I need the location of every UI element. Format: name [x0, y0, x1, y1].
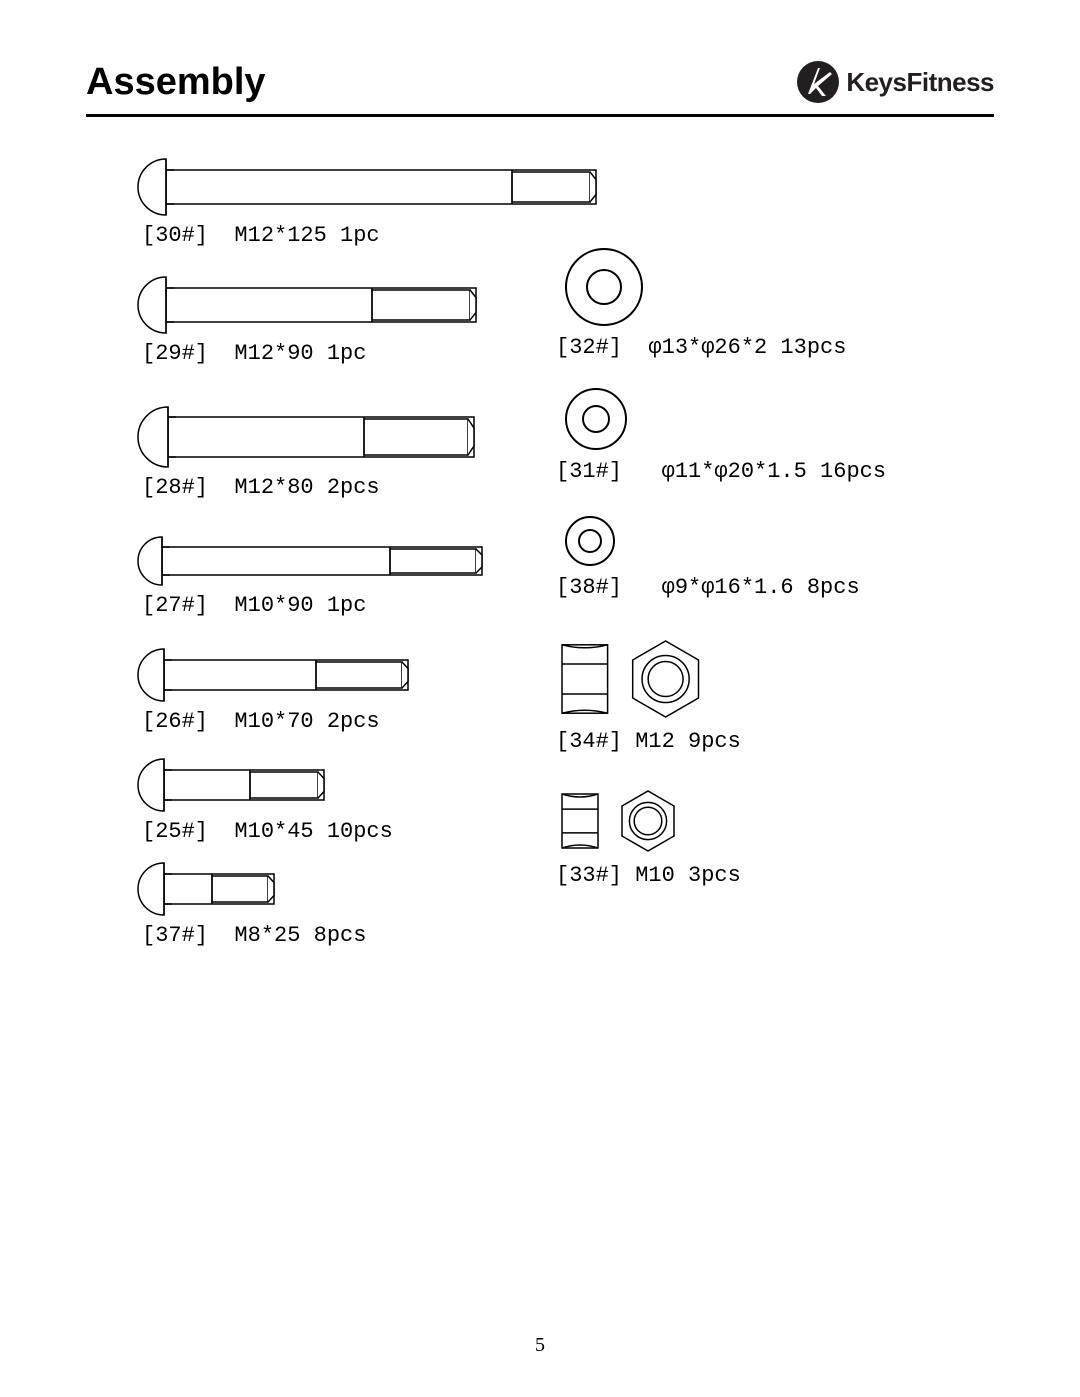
bolt-28: [28#] M12*80 2pcs — [136, 405, 476, 500]
parts-list: [30#] M12*125 1pc [29#] M12*90 1pc — [86, 157, 994, 1257]
nut-icon — [558, 637, 741, 721]
bolt-label: [28#] M12*80 2pcs — [142, 475, 476, 500]
hardware-label: [31#] φ11*φ20*1.5 16pcs — [556, 459, 886, 484]
page-number: 5 — [0, 1334, 1080, 1357]
bolt-label: [30#] M12*125 1pc — [142, 223, 598, 248]
bolt-label: [27#] M10*90 1pc — [142, 593, 484, 618]
washer-31: [31#] φ11*φ20*1.5 16pcs — [556, 387, 886, 484]
washer-38: [38#] φ9*φ16*1.6 8pcs — [556, 515, 860, 600]
bolt-26: [26#] M10*70 2pcs — [136, 647, 410, 734]
hardware-label: [32#] φ13*φ26*2 13pcs — [556, 335, 846, 360]
header: Assembly KeysFitness — [86, 60, 994, 104]
page-title: Assembly — [86, 61, 266, 104]
washer-icon — [564, 387, 886, 451]
nut-icon — [558, 787, 741, 855]
bolt-label: [26#] M10*70 2pcs — [142, 709, 410, 734]
bolt-label: [25#] M10*45 10pcs — [142, 819, 393, 844]
bolt-25: [25#] M10*45 10pcs — [136, 757, 393, 844]
washer-icon — [564, 247, 846, 327]
washer-icon — [564, 515, 860, 567]
nut-33: [33#] M10 3pcs — [556, 787, 741, 888]
hardware-label: [33#] M10 3pcs — [556, 863, 741, 888]
bolt-label: [29#] M12*90 1pc — [142, 341, 478, 366]
nut-34: [34#] M12 9pcs — [556, 637, 741, 754]
brand: KeysFitness — [796, 60, 994, 104]
header-rule — [86, 114, 994, 117]
bolt-27: [27#] M10*90 1pc — [136, 535, 484, 618]
washer-32: [32#] φ13*φ26*2 13pcs — [556, 247, 846, 360]
bolt-37: [37#] M8*25 8pcs — [136, 861, 366, 948]
brand-name: KeysFitness — [846, 67, 994, 98]
bolt-label: [37#] M8*25 8pcs — [142, 923, 366, 948]
brand-logo-icon — [796, 60, 840, 104]
hardware-label: [34#] M12 9pcs — [556, 729, 741, 754]
hardware-label: [38#] φ9*φ16*1.6 8pcs — [556, 575, 860, 600]
bolt-30: [30#] M12*125 1pc — [136, 157, 598, 248]
bolt-29: [29#] M12*90 1pc — [136, 275, 478, 366]
